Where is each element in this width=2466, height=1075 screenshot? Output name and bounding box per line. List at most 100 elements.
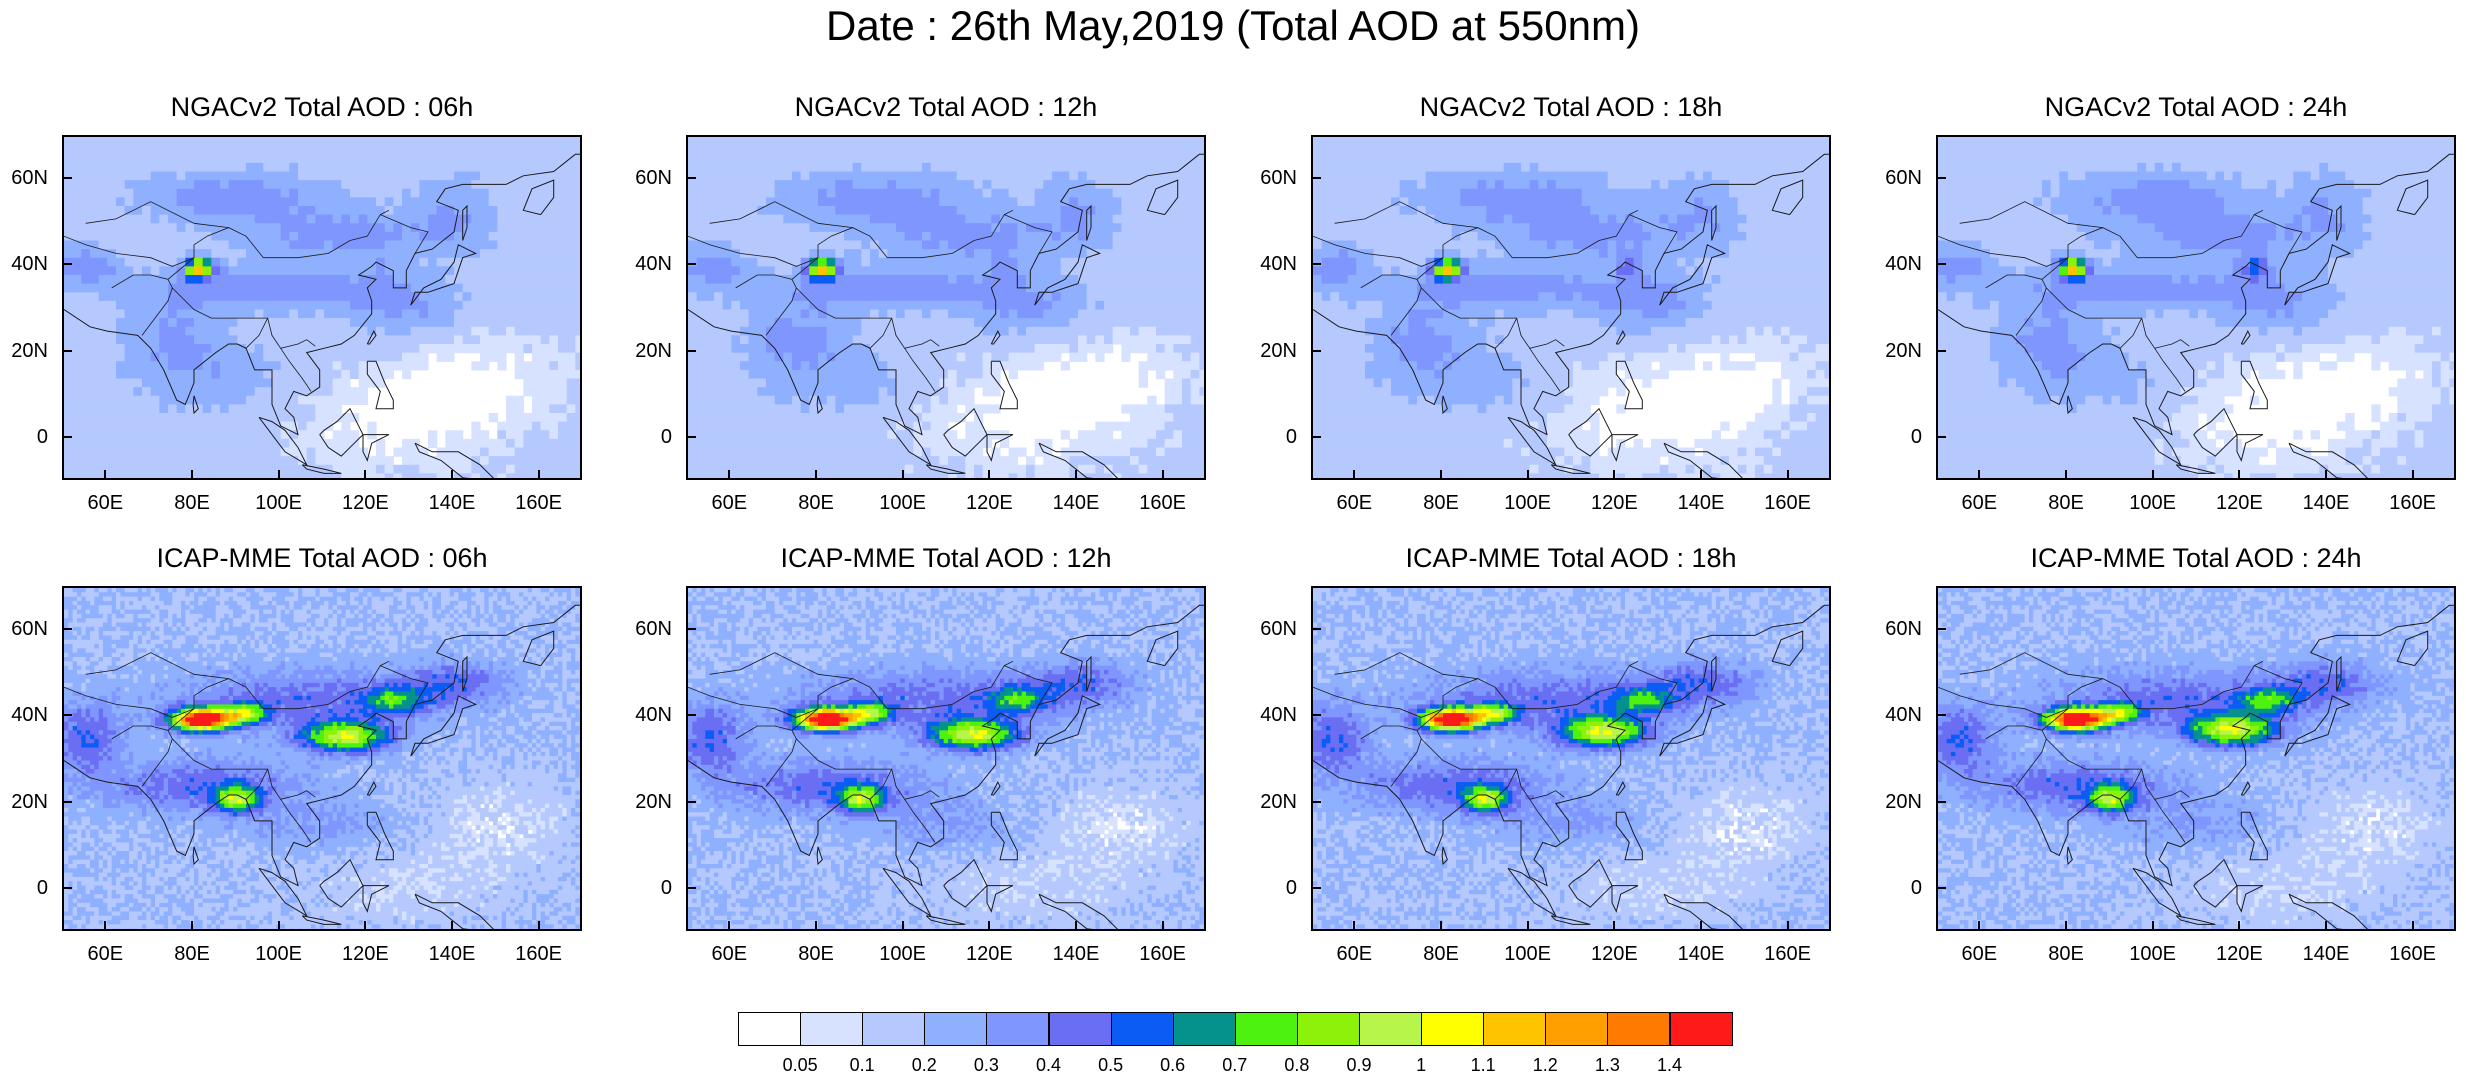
y-tick-label: 40N <box>1874 253 1922 275</box>
y-tick-label: 60N <box>0 167 48 189</box>
x-tick-mark <box>902 921 904 931</box>
x-tick-label: 80E <box>2036 492 2096 514</box>
y-tick-label: 0 <box>0 877 48 899</box>
y-tick-label: 0 <box>624 877 672 899</box>
panel-title: ICAP-MME Total AOD : 06h <box>22 542 622 574</box>
colorbar-swatch <box>1173 1012 1236 1046</box>
y-tick-label: 40N <box>0 253 48 275</box>
x-tick-mark <box>278 921 280 931</box>
colorbar-label: 0.3 <box>956 1055 1016 1075</box>
colorbar-swatch <box>1359 1012 1422 1046</box>
x-tick-mark <box>2412 921 2414 931</box>
x-tick-label: 60E <box>75 492 135 514</box>
map-panel <box>1936 135 2456 480</box>
x-tick-label: 140E <box>1671 943 1731 965</box>
x-tick-label: 100E <box>1498 492 1558 514</box>
x-tick-mark <box>451 921 453 931</box>
x-tick-mark <box>815 921 817 931</box>
x-tick-mark <box>1613 470 1615 480</box>
main-title: Date : 26th May,2019 (Total AOD at 550nm… <box>0 2 2466 50</box>
colorbar-label: 0.8 <box>1267 1055 1327 1075</box>
y-tick-label: 20N <box>624 791 672 813</box>
y-tick-mark <box>686 628 696 630</box>
y-tick-label: 40N <box>0 704 48 726</box>
x-tick-mark <box>2238 470 2240 480</box>
x-tick-label: 80E <box>1411 492 1471 514</box>
y-tick-mark <box>686 263 696 265</box>
colorbar-swatch <box>1670 1012 1733 1046</box>
y-tick-label: 0 <box>1249 877 1297 899</box>
x-tick-mark <box>104 921 106 931</box>
x-tick-mark <box>2325 470 2327 480</box>
y-tick-label: 60N <box>1249 618 1297 640</box>
x-tick-label: 100E <box>2123 492 2183 514</box>
panel-title: ICAP-MME Total AOD : 18h <box>1271 542 1871 574</box>
map-panel <box>62 135 582 480</box>
x-tick-mark <box>728 921 730 931</box>
x-tick-label: 60E <box>1324 943 1384 965</box>
x-tick-mark <box>2152 470 2154 480</box>
x-tick-mark <box>1353 470 1355 480</box>
x-tick-label: 160E <box>1758 943 1818 965</box>
y-tick-mark <box>1311 350 1321 352</box>
x-tick-label: 120E <box>959 943 1019 965</box>
x-tick-label: 140E <box>1671 492 1731 514</box>
y-tick-mark <box>62 350 72 352</box>
x-tick-mark <box>1978 470 1980 480</box>
y-tick-label: 20N <box>0 791 48 813</box>
x-tick-mark <box>538 921 540 931</box>
y-tick-mark <box>1311 177 1321 179</box>
y-tick-label: 20N <box>1249 791 1297 813</box>
y-tick-label: 20N <box>0 340 48 362</box>
y-tick-mark <box>1311 801 1321 803</box>
y-tick-mark <box>1311 436 1321 438</box>
y-tick-label: 60N <box>0 618 48 640</box>
y-tick-mark <box>686 350 696 352</box>
x-tick-mark <box>451 470 453 480</box>
colorbar-swatch <box>1483 1012 1546 1046</box>
y-tick-mark <box>1936 628 1946 630</box>
colorbar-label: 0.2 <box>894 1055 954 1075</box>
x-tick-mark <box>1162 470 1164 480</box>
colorbar-swatch <box>1111 1012 1174 1046</box>
colorbar-swatch <box>1421 1012 1484 1046</box>
x-tick-mark <box>278 470 280 480</box>
colorbar-swatch <box>800 1012 863 1046</box>
y-tick-label: 20N <box>1874 791 1922 813</box>
aod-heatmap <box>1313 588 1831 931</box>
y-tick-mark <box>1936 887 1946 889</box>
y-tick-label: 0 <box>1874 426 1922 448</box>
x-tick-label: 100E <box>873 943 933 965</box>
x-tick-label: 120E <box>1584 943 1644 965</box>
x-tick-label: 120E <box>959 492 1019 514</box>
colorbar-label: 1 <box>1391 1055 1451 1075</box>
colorbar-label: 0.1 <box>832 1055 892 1075</box>
map-panel <box>1311 586 1831 931</box>
x-tick-label: 140E <box>1046 943 1106 965</box>
y-tick-label: 0 <box>1874 877 1922 899</box>
x-tick-label: 100E <box>249 943 309 965</box>
colorbar-swatch <box>1297 1012 1360 1046</box>
x-tick-mark <box>988 470 990 480</box>
x-tick-mark <box>1075 921 1077 931</box>
y-tick-label: 40N <box>624 253 672 275</box>
x-tick-label: 140E <box>422 943 482 965</box>
y-tick-label: 60N <box>1249 167 1297 189</box>
x-tick-label: 60E <box>1949 943 2009 965</box>
panel-title: NGACv2 Total AOD : 24h <box>1896 91 2466 123</box>
x-tick-mark <box>1787 921 1789 931</box>
x-tick-mark <box>2238 921 2240 931</box>
y-tick-mark <box>1311 887 1321 889</box>
colorbar-label: 0.4 <box>1019 1055 1079 1075</box>
x-tick-mark <box>1075 470 1077 480</box>
map-panel <box>1311 135 1831 480</box>
colorbar-swatch <box>1607 1012 1670 1046</box>
colorbar-label: 1.4 <box>1640 1055 1700 1075</box>
y-tick-mark <box>1936 263 1946 265</box>
y-tick-mark <box>1936 350 1946 352</box>
y-tick-mark <box>62 263 72 265</box>
x-tick-label: 100E <box>2123 943 2183 965</box>
y-tick-label: 60N <box>1874 167 1922 189</box>
x-tick-label: 160E <box>509 492 569 514</box>
y-tick-mark <box>1936 801 1946 803</box>
